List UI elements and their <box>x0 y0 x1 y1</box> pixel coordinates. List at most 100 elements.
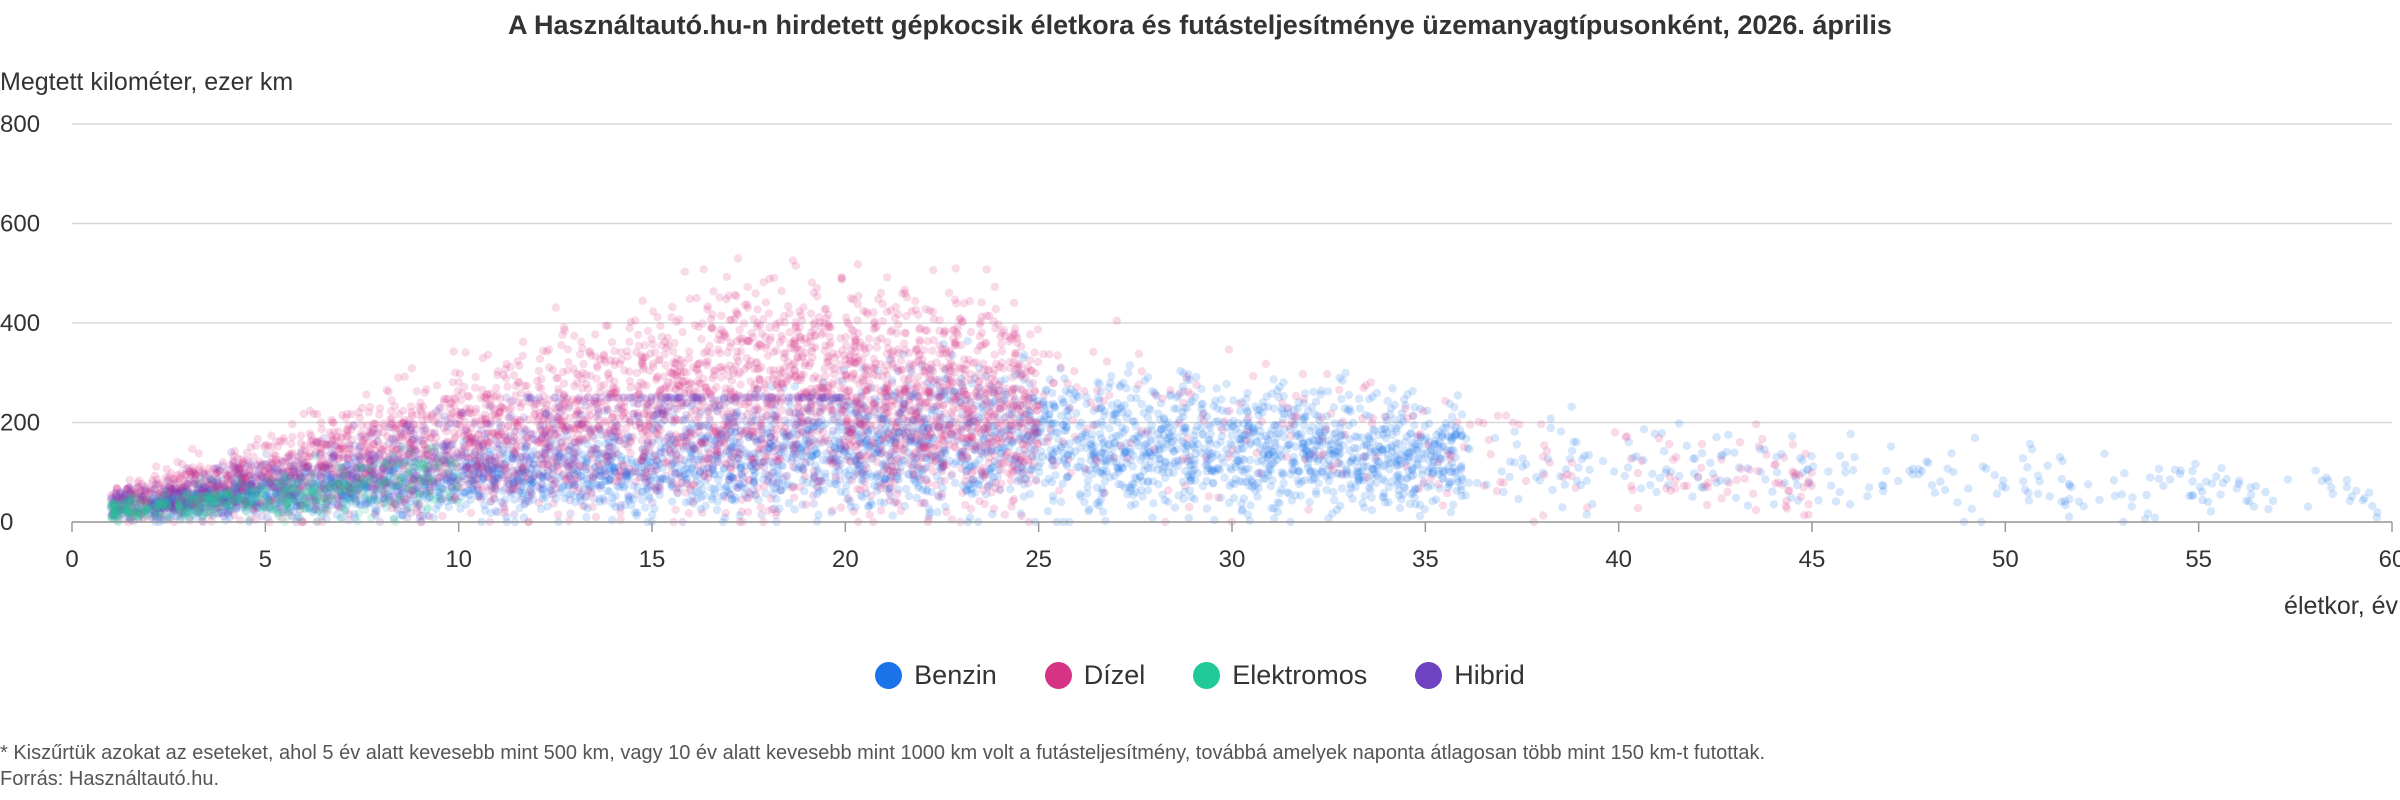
point-benzin <box>596 481 606 490</box>
point-benzin <box>1835 451 1845 460</box>
point-benzin <box>1373 448 1382 457</box>
point-dízel <box>1066 468 1076 478</box>
point-benzin <box>1112 458 1121 467</box>
point-benzin <box>465 479 474 489</box>
point-dízel <box>847 476 857 485</box>
point-benzin <box>825 439 834 449</box>
point-benzin <box>1242 477 1251 486</box>
point-benzin <box>934 422 943 432</box>
point-benzin <box>957 450 966 459</box>
point-benzin <box>2154 474 2164 483</box>
point-benzin <box>1288 465 1297 474</box>
point-benzin <box>339 471 348 480</box>
point-benzin <box>1840 460 1850 470</box>
point-benzin <box>682 474 692 483</box>
point-benzin <box>1107 401 1117 410</box>
point-benzin <box>501 465 510 475</box>
point-benzin <box>1013 477 1023 486</box>
point-benzin <box>1366 444 1375 453</box>
point-benzin <box>1512 440 1522 449</box>
point-benzin <box>582 454 592 463</box>
point-benzin <box>1143 478 1153 487</box>
point-benzin <box>329 497 338 506</box>
point-benzin <box>1386 404 1396 413</box>
point-benzin <box>1122 384 1131 393</box>
point-benzin <box>1174 491 1183 500</box>
y-axis-label: Megtett kilométer, ezer km <box>0 68 294 96</box>
point-benzin <box>1291 491 1300 500</box>
point-benzin <box>980 428 990 437</box>
point-benzin <box>1028 452 1037 462</box>
point-dízel <box>756 503 766 512</box>
point-benzin <box>1936 477 1945 486</box>
point-dízel <box>419 402 428 412</box>
point-benzin <box>957 448 966 457</box>
point-benzin <box>779 427 788 437</box>
point-benzin <box>1309 387 1318 396</box>
point-benzin <box>904 492 914 501</box>
point-benzin <box>1927 480 1937 490</box>
point-benzin <box>1908 470 1917 479</box>
point-benzin <box>2342 483 2352 492</box>
point-benzin <box>880 424 890 434</box>
point-benzin <box>997 443 1006 452</box>
point-benzin <box>890 498 899 507</box>
point-dízel <box>1493 411 1503 421</box>
point-benzin <box>713 444 722 454</box>
point-benzin <box>1334 442 1343 451</box>
point-benzin <box>1040 404 1049 413</box>
point-benzin <box>1699 483 1708 493</box>
point-benzin <box>335 469 344 478</box>
point-benzin <box>400 478 410 487</box>
point-benzin <box>1992 489 2002 498</box>
point-dízel <box>288 432 297 441</box>
point-benzin <box>578 462 587 471</box>
point-benzin <box>1262 392 1272 401</box>
point-benzin <box>1178 437 1187 446</box>
point-benzin <box>1258 398 1268 407</box>
point-benzin <box>208 494 218 503</box>
point-benzin <box>1328 509 1337 518</box>
point-benzin <box>900 387 909 396</box>
point-benzin <box>1334 458 1343 468</box>
point-benzin <box>1845 500 1855 509</box>
point-benzin <box>1227 431 1236 440</box>
point-dízel <box>448 378 457 387</box>
point-benzin <box>1558 503 1567 512</box>
point-benzin <box>1349 418 1358 427</box>
point-benzin <box>1569 437 1578 446</box>
point-benzin <box>1187 493 1196 502</box>
point-benzin <box>666 480 676 489</box>
point-benzin <box>1044 452 1054 462</box>
point-benzin <box>287 480 296 489</box>
point-benzin <box>1169 447 1179 456</box>
point-benzin <box>301 463 310 472</box>
point-benzin <box>854 411 863 420</box>
point-benzin <box>713 475 723 485</box>
point-dízel <box>1300 455 1310 464</box>
point-benzin <box>627 500 636 510</box>
point-benzin <box>974 413 983 422</box>
point-benzin <box>1062 423 1071 432</box>
point-benzin <box>241 497 250 507</box>
point-benzin <box>1306 475 1316 485</box>
point-benzin <box>1120 448 1130 457</box>
point-benzin <box>879 432 888 441</box>
point-benzin <box>1567 402 1576 411</box>
point-benzin <box>1011 370 1020 380</box>
point-benzin <box>1368 464 1377 474</box>
point-benzin <box>808 451 817 460</box>
point-benzin <box>1198 430 1207 439</box>
point-benzin <box>832 480 841 489</box>
point-benzin <box>1348 453 1357 462</box>
point-benzin <box>383 475 393 484</box>
point-benzin <box>1346 480 1355 489</box>
point-benzin <box>218 497 227 506</box>
point-dízel <box>1403 413 1412 423</box>
point-benzin <box>557 471 567 480</box>
point-benzin <box>570 477 579 486</box>
point-benzin <box>1031 475 1041 484</box>
point-benzin <box>1010 395 1020 404</box>
point-benzin <box>1105 424 1114 433</box>
point-benzin <box>1514 494 1523 504</box>
